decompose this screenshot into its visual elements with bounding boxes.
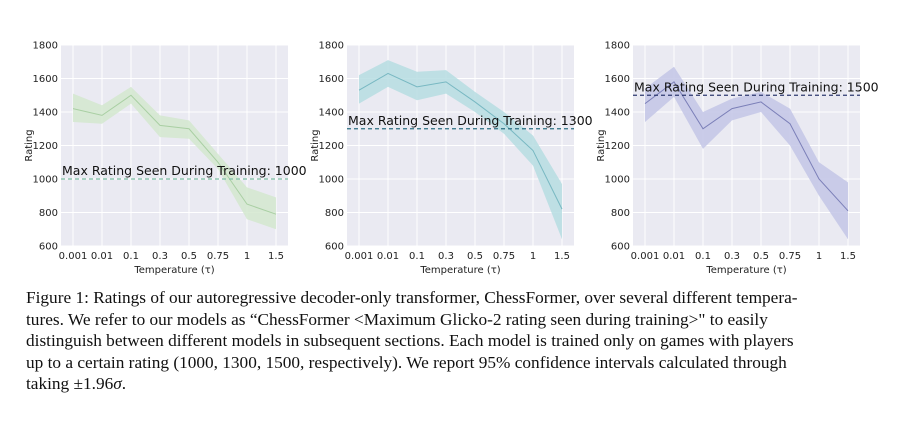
x-tick-label: 1 — [244, 251, 250, 262]
caption-text: taking ±1.96 — [26, 374, 114, 393]
x-tick-label: 0.5 — [181, 251, 197, 262]
rating-line — [72, 94, 277, 215]
x-tick-label: 0.3 — [152, 251, 168, 262]
x-tick-label: 0.01 — [377, 251, 399, 262]
y-tick-label: 800 — [611, 208, 630, 219]
x-tick-label: 0.001 — [59, 251, 88, 262]
x-tick-label: 0.5 — [467, 251, 483, 262]
x-axis-label: Temperature (τ) — [419, 265, 500, 276]
y-tick-label: 1800 — [605, 41, 630, 52]
figure-row: 600 800 1000 1200 1400 1600 1800 0.001 0.01 0.1 0.… — [24, 41, 879, 277]
x-axis-label: Temperature (τ) — [133, 265, 214, 276]
y-axis-label: Rating — [310, 129, 321, 161]
y-tick-label: 1400 — [33, 108, 58, 119]
y-tick-label: 1800 — [33, 41, 58, 52]
rating-chart-1000: 600 800 1000 1200 1400 1600 1800 0.001 0.01 0.1 0.… — [24, 41, 307, 277]
x-tick-label: 0.001 — [345, 251, 374, 262]
y-tick-label: 1200 — [319, 141, 344, 152]
x-tick-label: 1 — [816, 251, 822, 262]
confidence-band — [645, 66, 848, 240]
x-tick-label: 1.5 — [268, 251, 284, 262]
y-tick-label: 600 — [325, 242, 344, 253]
caption-line-2: tures. We refer to our models as “ChessF… — [26, 309, 768, 329]
x-tick-label: 0.75 — [779, 251, 801, 262]
x-tick-label: 0.1 — [409, 251, 425, 262]
y-tick-label: 1000 — [33, 175, 58, 186]
x-tick-label: 0.01 — [91, 251, 113, 262]
threshold-annotation: Max Rating Seen During Training: 1300 — [348, 113, 593, 128]
y-axis-label: Rating — [24, 129, 35, 161]
y-tick-label: 600 — [39, 242, 58, 253]
y-tick-label: 1400 — [319, 108, 344, 119]
y-tick-label: 1200 — [605, 141, 630, 152]
x-tick-label: 1.5 — [840, 251, 856, 262]
y-axis-label: Rating — [596, 129, 607, 161]
x-tick-label: 0.1 — [123, 251, 139, 262]
y-tick-label: 1000 — [605, 175, 630, 186]
caption-line-5: taking ±1.96σ. — [26, 373, 884, 395]
rating-line — [358, 72, 563, 210]
rating-chart-1500: 600 800 1000 1200 1400 1600 1800 0.001 0.01 0.1 0.… — [596, 41, 879, 277]
y-tick-label: 1800 — [319, 41, 344, 52]
figure-caption: Figure 1: Ratings of our autoregressive … — [26, 287, 884, 395]
x-tick-label: 0.75 — [493, 251, 515, 262]
y-tick-label: 1000 — [319, 175, 344, 186]
x-tick-label: 1.5 — [554, 251, 570, 262]
x-tick-label: 1 — [530, 251, 536, 262]
x-tick-label: 0.5 — [753, 251, 769, 262]
y-tick-label: 1200 — [33, 141, 58, 152]
x-axis-label: Temperature (τ) — [705, 265, 786, 276]
x-tick-label: 0.75 — [207, 251, 229, 262]
rating-line — [644, 81, 849, 212]
y-tick-label: 800 — [325, 208, 344, 219]
confidence-band — [73, 86, 276, 230]
x-tick-label: 0.1 — [695, 251, 711, 262]
caption-sigma: σ — [113, 374, 122, 393]
caption-line-1: Figure 1: Ratings of our autoregressive … — [26, 288, 798, 307]
y-tick-label: 1600 — [605, 74, 630, 85]
y-tick-label: 600 — [611, 242, 630, 253]
x-tick-label: 0.3 — [438, 251, 454, 262]
y-tick-label: 1400 — [605, 108, 630, 119]
x-tick-label: 0.001 — [631, 251, 660, 262]
x-tick-label: 0.3 — [724, 251, 740, 262]
x-tick-label: 0.01 — [663, 251, 685, 262]
y-tick-label: 1600 — [319, 74, 344, 85]
y-tick-label: 800 — [39, 208, 58, 219]
y-tick-label: 1600 — [33, 74, 58, 85]
threshold-annotation: Max Rating Seen During Training: 1500 — [634, 79, 879, 94]
threshold-annotation: Max Rating Seen During Training: 1000 — [62, 163, 307, 178]
caption-period: . — [121, 374, 127, 393]
rating-chart-1300: 600 800 1000 1200 1400 1600 1800 0.001 0.01 0.1 0.… — [310, 41, 593, 277]
caption-line-4: up to a certain rating (1000, 1300, 1500… — [26, 352, 787, 372]
caption-line-3: distinguish between different models in … — [26, 331, 794, 350]
